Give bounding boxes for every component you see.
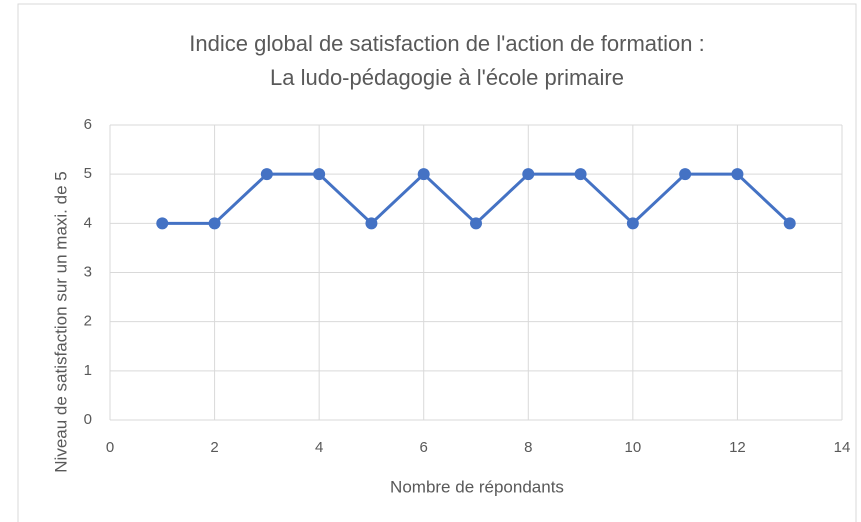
x-tick-label: 2 <box>210 439 218 456</box>
y-tick-label: 4 <box>84 214 92 231</box>
y-tick-label: 6 <box>84 116 92 133</box>
x-tick-label: 12 <box>729 439 746 456</box>
data-point <box>783 217 796 230</box>
x-tick-label: 6 <box>420 439 428 456</box>
data-point <box>365 217 378 230</box>
data-point <box>731 168 744 181</box>
chart-title: Indice global de satisfaction de l'actio… <box>189 31 704 56</box>
data-point <box>470 217 482 230</box>
x-tick-label: 8 <box>524 439 532 456</box>
data-point <box>208 217 221 230</box>
chart-title: La ludo-pédagogie à l'école primaire <box>270 65 624 90</box>
data-point <box>574 168 587 181</box>
y-axis-label: Niveau de satisfaction sur un maxi. de 5 <box>51 171 70 472</box>
x-tick-label: 0 <box>106 439 114 456</box>
y-tick-label: 2 <box>84 313 92 330</box>
data-point <box>156 217 169 230</box>
y-tick-label: 1 <box>84 362 92 379</box>
data-point <box>417 168 430 181</box>
y-tick-label: 0 <box>84 411 92 428</box>
data-point <box>313 168 326 181</box>
chart-frame <box>17 3 857 522</box>
data-point <box>679 168 692 181</box>
x-axis-label: Nombre de répondants <box>390 477 564 496</box>
data-point <box>626 217 639 230</box>
data-point <box>260 168 273 181</box>
y-tick-label: 5 <box>84 165 92 182</box>
data-point <box>522 168 535 181</box>
x-tick-label: 10 <box>625 439 642 456</box>
y-tick-label: 3 <box>84 263 92 280</box>
x-tick-label: 4 <box>315 439 323 456</box>
x-tick-label: 14 <box>834 439 851 456</box>
